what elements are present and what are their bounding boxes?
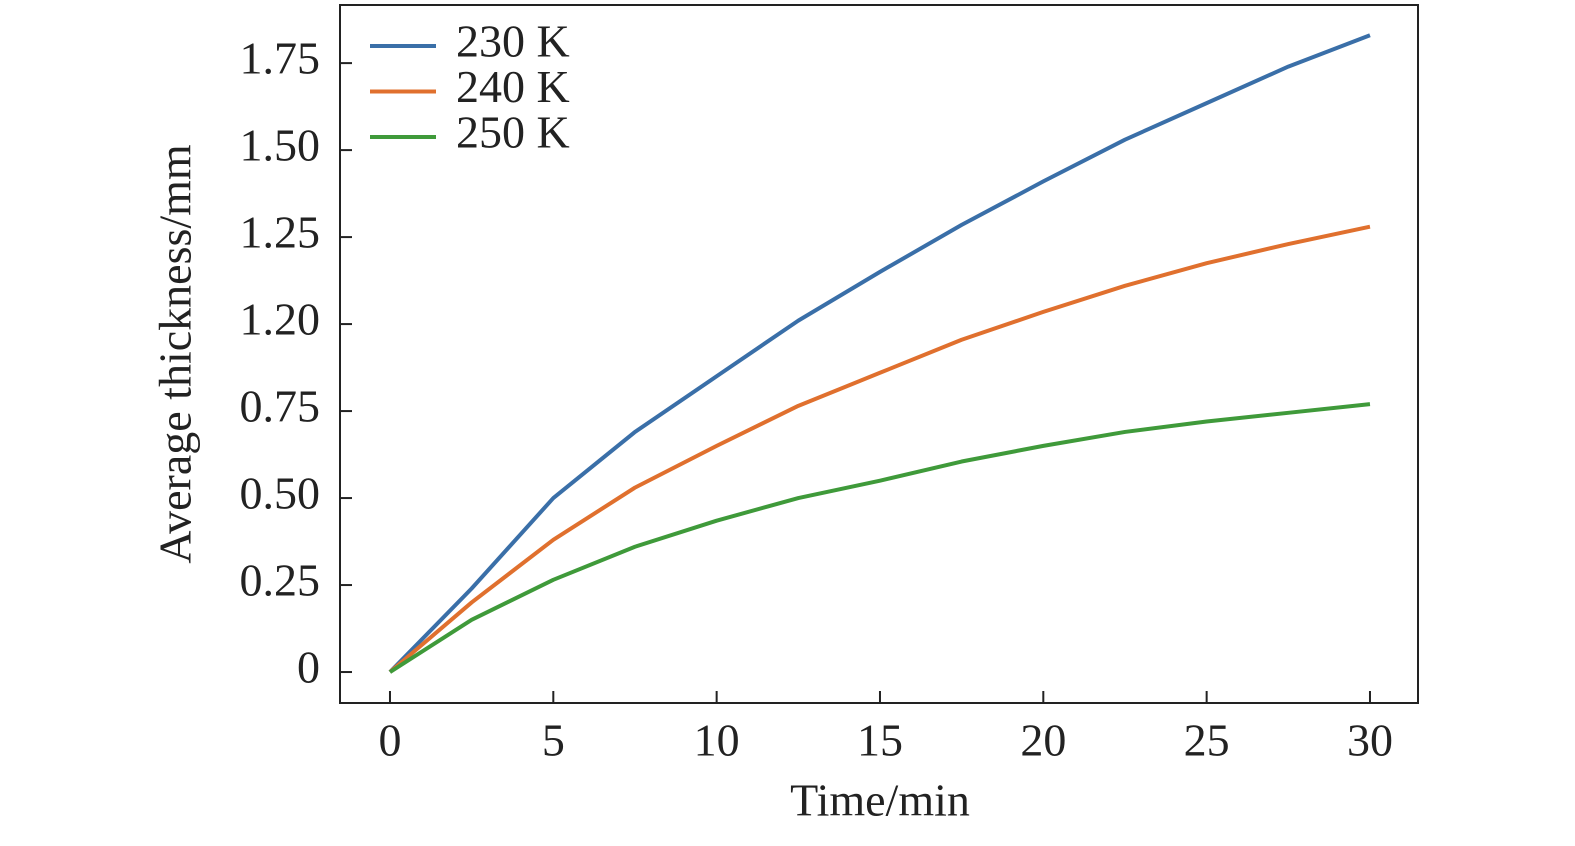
y-tick-label: 1.75 [240,33,321,84]
y-tick-label: 1.25 [240,207,321,258]
y-tick-label: 1.50 [240,120,321,171]
y-axis-label: Average thickness/mm [150,144,201,564]
x-tick-label: 10 [694,715,740,766]
x-tick-label: 0 [378,715,401,766]
y-tick-label: 0.75 [240,381,321,432]
x-tick-label: 30 [1347,715,1393,766]
y-tick-label: 1.20 [240,294,321,345]
x-tick-label: 20 [1020,715,1066,766]
x-tick-label: 15 [857,715,903,766]
x-axis-label: Time/min [790,775,970,826]
series-line [388,33,1371,674]
x-tick-label: 25 [1184,715,1230,766]
y-tick-label: 0.25 [240,555,321,606]
y-tick-label: 0.50 [240,468,321,519]
legend-label: 240 K [456,61,570,112]
series-line [388,224,1371,674]
series-line [388,402,1371,674]
x-tick-label: 5 [542,715,565,766]
y-tick-label: 0 [297,642,320,693]
legend-label: 250 K [456,107,570,158]
legend-label: 230 K [456,16,570,67]
